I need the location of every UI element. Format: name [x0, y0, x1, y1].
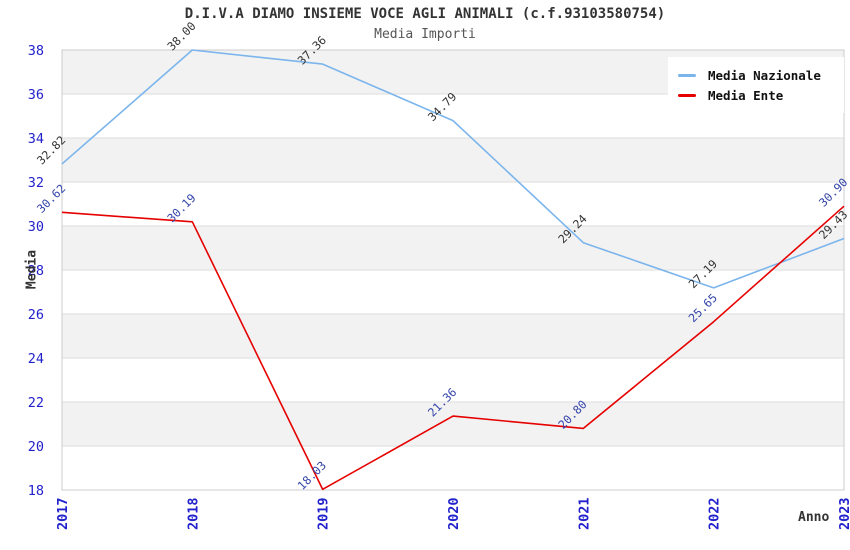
x-tick-label: 2020: [446, 497, 462, 530]
legend-item-media-nazionale: Media Nazionale: [678, 65, 844, 85]
x-tick-label: 2021: [576, 497, 592, 530]
chart-title: D.I.V.A DIAMO INSIEME VOCE AGLI ANIMALI …: [184, 6, 666, 22]
legend: Media Nazionale Media Ente: [668, 57, 844, 113]
y-tick-label: 30: [28, 219, 44, 235]
y-tick-label: 34: [28, 131, 44, 147]
x-tick-label: 2017: [55, 497, 71, 530]
legend-label: Media Ente: [708, 87, 784, 103]
x-tick-label: 2019: [316, 497, 332, 530]
point-label: 34.79: [425, 90, 459, 124]
point-label: 38.00: [164, 19, 198, 53]
y-tick-label: 20: [28, 439, 44, 455]
chart-subtitle: Media Importi: [374, 27, 476, 42]
legend-item-media-ente: Media Ente: [678, 85, 844, 105]
x-axis-label: Anno: [798, 510, 830, 525]
y-tick-label: 32: [28, 175, 44, 191]
plot-border: [61, 49, 845, 491]
point-label: 30.19: [164, 191, 198, 225]
y-tick-label: 18: [28, 483, 44, 499]
y-axis-label: Media: [24, 249, 40, 290]
x-tick-label: 2018: [185, 497, 201, 530]
grid-band: [62, 314, 844, 358]
y-tick-label: 36: [28, 87, 44, 103]
legend-swatch-blue-line-icon: [678, 73, 696, 77]
y-tick-label: 26: [28, 307, 44, 323]
y-tick-label: 22: [28, 395, 44, 411]
point-label: 18.03: [295, 458, 329, 492]
y-tick-label: 38: [28, 43, 44, 59]
y-tick-label: 28: [28, 263, 44, 279]
x-tick-label: 2022: [707, 497, 723, 530]
series-line-media-ente: [61, 205, 845, 491]
grid-band: [62, 402, 844, 446]
legend-swatch-red-line-icon: [678, 93, 696, 97]
x-tick-label: 2023: [837, 497, 850, 530]
grid-band: [62, 226, 844, 270]
series-line-media-nazionale: [61, 49, 845, 289]
legend-label: Media Nazionale: [708, 67, 821, 83]
y-tick-label: 24: [28, 351, 44, 367]
grid-band: [62, 138, 844, 182]
